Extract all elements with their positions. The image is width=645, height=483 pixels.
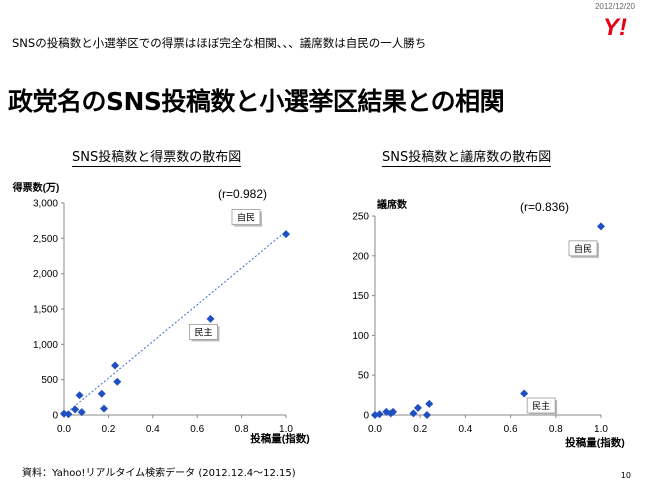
annotation-label: 民主 [195,326,213,337]
annotation-box [526,397,556,414]
y-tick-label: 3,000 [33,199,58,210]
chart-title-seats: SNS投稿数と議席数の散布図 [382,146,552,167]
x-tick-label: 1.0 [594,424,608,435]
annotation-label: 自民 [574,243,592,254]
correlation-label: (r=0.836) [520,200,569,214]
x-tick-label: 0.4 [458,424,472,435]
x-tick-label: 0.2 [413,424,427,435]
y-tick-label: 2,000 [33,269,58,280]
data-point [597,222,605,231]
y-tick-label: 0 [52,411,58,422]
y-axis-title: 議席数 [377,198,408,211]
y-tick-label: 250 [352,212,369,223]
date-stamp: 2012/12/20 [594,2,635,11]
x-tick-label: 0.2 [101,424,115,435]
data-point [282,230,290,239]
x-tick-label: 0.4 [146,424,160,435]
source-note: 資料：Yahoo!リアルタイム検索データ (2012.12.4〜12.15) [22,468,296,479]
data-point [77,408,86,417]
annotation-label: 民主 [532,400,550,411]
data-point [375,410,384,419]
yahoo-logo: Y! [603,14,627,39]
data-point [413,403,422,412]
yahoo-logo-text: Y! [603,14,627,39]
x-tick-label: 0.0 [57,424,71,435]
y-tick-label: 500 [41,375,58,386]
x-axis-title: 投稿量(指数) [565,436,625,449]
annotation-label: 自民 [237,212,255,223]
y-tick-label: 200 [352,251,369,262]
y-tick-label: 1,000 [33,340,58,351]
y-axis-title: 得票数(万) [12,181,60,194]
correlation-label: (r=0.982) [218,187,267,201]
annotation-box [568,240,598,257]
annotation-box [189,323,218,340]
x-tick-label: 0.6 [190,424,204,435]
data-point [111,361,120,370]
data-point [64,410,73,419]
data-point [71,405,80,414]
x-tick-label: 0.6 [504,424,518,435]
data-point [113,377,122,386]
y-tick-label: 2,500 [33,234,58,245]
data-point [409,409,418,418]
page-title: 政党名のSNS投稿数と小選挙区結果との相関 [8,87,505,116]
x-tick-label: 1.0 [279,424,293,435]
data-point [206,314,215,323]
x-tick-label: 0.8 [235,424,249,435]
data-point [97,389,106,398]
chart-title-votes: SNS投稿数と得票数の散布図 [72,146,242,167]
y-tick-label: 50 [358,371,370,382]
y-tick-label: 150 [352,291,369,302]
x-tick-label: 0.0 [368,424,382,435]
annotation-box [231,209,261,225]
x-axis-title: 投稿量(指数) [250,432,310,445]
data-point [520,389,529,398]
x-tick-label: 0.8 [549,424,563,435]
page-number: 10 [620,471,631,480]
y-tick-label: 100 [352,331,369,342]
y-tick-label: 1,500 [33,305,58,316]
headline: SNSの投稿数と小選挙区での得票はほぼ完全な相関、、、議席数は自民の一人勝ち [12,36,427,50]
trendline [63,230,287,416]
data-point [99,404,108,413]
data-point [75,391,84,400]
data-point [425,399,434,408]
data-point [389,407,398,416]
data-point [422,411,431,419]
y-tick-label: 0 [363,411,369,422]
